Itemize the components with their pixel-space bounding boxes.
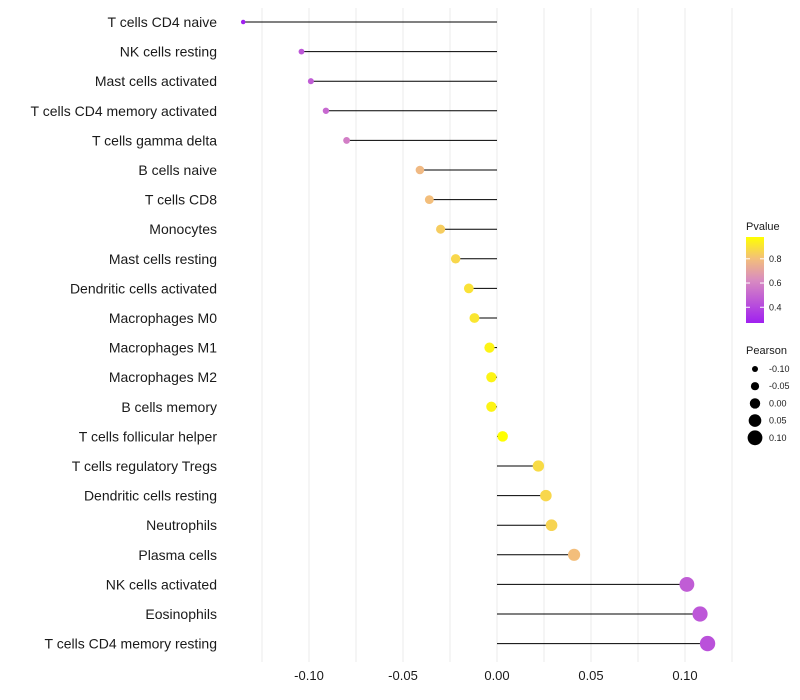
category-label: Neutrophils [146, 517, 217, 533]
point [699, 635, 716, 652]
point [545, 519, 558, 532]
point [298, 48, 305, 55]
pearson-legend-label: -0.10 [769, 364, 790, 374]
x-tick-label: 0.10 [672, 668, 697, 683]
x-tick-label: -0.10 [294, 668, 324, 683]
point [692, 606, 708, 622]
pearson-legend-label: 0.00 [769, 398, 787, 408]
grid-lines [261, 8, 733, 662]
point [450, 254, 461, 264]
category-label: Plasma cells [138, 547, 217, 563]
point [436, 224, 446, 234]
point [484, 342, 495, 353]
x-tick-label: -0.05 [388, 668, 418, 683]
pearson-legend-dot [750, 382, 760, 391]
pearson-legend-dot [752, 366, 758, 372]
point [463, 283, 474, 294]
category-label: Mast cells activated [95, 73, 217, 89]
point [469, 313, 480, 323]
x-tick-labels: -0.10 -0.05 0.00 0.05 0.10 [294, 668, 697, 683]
category-label: Dendritic cells activated [70, 280, 217, 296]
point [486, 372, 497, 383]
category-label: T cells CD8 [145, 192, 217, 208]
category-label: Macrophages M0 [109, 310, 217, 326]
category-label: Monocytes [149, 221, 217, 237]
pvalue-legend-title: Pvalue [746, 221, 780, 233]
pearson-legend: Pearson -0.10 -0.05 0.00 0.05 0.10 [746, 345, 790, 446]
point [415, 165, 425, 175]
pearson-legend-dot [749, 398, 761, 409]
x-tick-label: 0.05 [578, 668, 603, 683]
category-label: T cells CD4 memory resting [45, 636, 217, 652]
point [240, 19, 246, 25]
point [567, 548, 581, 561]
category-label: T cells regulatory Tregs [72, 458, 217, 474]
point [540, 489, 552, 502]
category-label: T cells CD4 memory activated [31, 103, 217, 119]
category-labels: T cells CD4 naive NK cells resting Mast ce… [31, 14, 218, 652]
point [486, 401, 497, 412]
point [322, 107, 330, 114]
point [679, 576, 695, 592]
pvalue-legend-ticks: 0.4 0.6 0.8 [746, 254, 782, 312]
pvalue-tick-label: 0.8 [769, 254, 782, 264]
pearson-legend-title: Pearson [746, 345, 787, 357]
category-label: Macrophages M2 [109, 369, 217, 385]
category-label: T cells gamma delta [92, 132, 217, 148]
x-tick-label: 0.00 [484, 668, 509, 683]
category-label: B cells memory [121, 399, 217, 415]
category-label: T cells CD4 naive [108, 14, 218, 30]
category-label: Dendritic cells resting [84, 488, 217, 504]
pvalue-tick-label: 0.4 [769, 302, 782, 312]
pearson-legend-label: 0.05 [769, 416, 787, 426]
pearson-legend-items: -0.10 -0.05 0.00 0.05 0.10 [747, 364, 790, 446]
category-label: NK cells activated [106, 576, 217, 592]
point [497, 431, 508, 442]
pearson-legend-label: -0.05 [769, 381, 790, 391]
category-label: Mast cells resting [109, 251, 217, 267]
pvalue-colorbar [746, 237, 764, 323]
point [307, 78, 314, 85]
pvalue-legend: Pvalue 0.4 0.6 0.8 [746, 221, 782, 323]
point [343, 136, 351, 144]
points [240, 19, 716, 652]
pearson-legend-dot [747, 430, 763, 446]
point [532, 460, 545, 472]
category-label: T cells follicular helper [79, 428, 218, 444]
pvalue-tick-label: 0.6 [769, 278, 782, 288]
category-label: NK cells resting [120, 44, 217, 60]
category-label: B cells naive [138, 162, 217, 178]
point [424, 195, 434, 205]
category-label: Macrophages M1 [109, 340, 217, 356]
pearson-legend-dot [748, 414, 762, 427]
category-label: Eosinophils [145, 606, 217, 622]
pearson-legend-label: 0.10 [769, 433, 787, 443]
